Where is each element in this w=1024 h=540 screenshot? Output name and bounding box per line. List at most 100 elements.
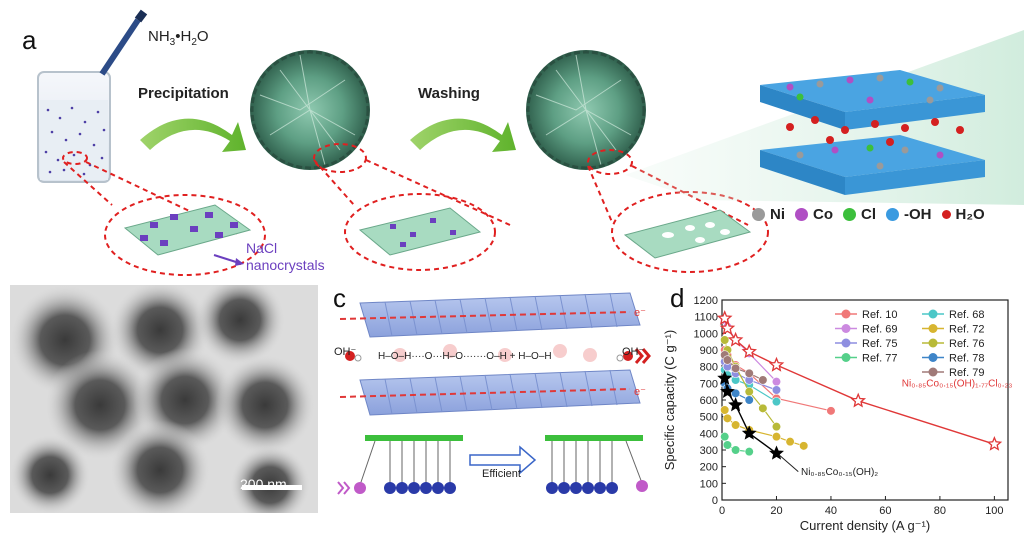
efficient-arrow [469, 445, 537, 475]
data-point [741, 343, 757, 359]
legend-h2o: H₂O [941, 206, 985, 223]
arrow-precipitation-icon [140, 118, 246, 152]
sheet-with-nacl-1 [123, 204, 252, 256]
legend-marker [928, 324, 938, 333]
arrow-washing-icon [410, 118, 516, 152]
legend-marker [928, 353, 938, 362]
reagent-label: NH3•H2O [148, 28, 209, 48]
y-tick-label: 1200 [694, 295, 718, 307]
flower-particle-1 [250, 50, 370, 170]
panel-c-illustration: H–O–H····O···H–O·······O–H + H–O–H [337, 292, 651, 495]
y-tick-label: 400 [700, 428, 718, 440]
data-point [758, 375, 768, 385]
zoom-circle-1 [104, 194, 266, 276]
legend-marker [841, 338, 851, 348]
data-point [722, 440, 733, 450]
flower-particle-2 [526, 50, 646, 170]
data-point [728, 397, 744, 412]
electron-top-label: e⁻ [634, 307, 646, 319]
data-point [850, 392, 867, 408]
panel-d-letter: d [670, 283, 685, 313]
data-point [986, 436, 1003, 451]
legend-label: Ref. 69 [862, 324, 897, 336]
y-tick-label: 1000 [694, 328, 718, 340]
panel-c-letter: c [333, 283, 346, 313]
svg-text:H–O–H····O···H–O·······O–H + H: H–O–H····O···H–O·······O–H + H–O–H [378, 351, 552, 362]
data-point [720, 383, 735, 398]
panel-a-letter: a [22, 25, 37, 55]
legend-oh: -OH [886, 206, 932, 223]
data-point [799, 441, 809, 451]
legend-label: Ref. 77 [862, 353, 897, 365]
data-point [744, 395, 754, 405]
legend-marker [841, 309, 851, 319]
efficient-label: Efficient [482, 468, 521, 480]
hydrogen-bond-network: H–O–H····O···H–O·······O–H + H–O–H [378, 344, 597, 362]
hydroxide-left-label: OH⁻ [334, 346, 357, 358]
data-point [720, 405, 730, 415]
data-point [717, 370, 733, 385]
sheet-with-nacl-2 [358, 207, 482, 256]
porous-sheet [623, 209, 752, 259]
data-point [720, 432, 730, 442]
data-point [771, 377, 782, 387]
data-point [722, 413, 733, 423]
legend-marker [928, 367, 938, 377]
scale-bar-label: 200 nm [240, 476, 287, 492]
data-point [771, 385, 782, 395]
y-tick-label: 100 [700, 478, 718, 490]
y-tick-label: 200 [700, 462, 718, 474]
y-tick-label: 1100 [694, 312, 718, 324]
data-point [744, 387, 754, 397]
data-point [785, 437, 795, 447]
data-point [731, 445, 741, 455]
data-point [744, 447, 754, 457]
x-axis-label: Current density (A g⁻¹) [800, 518, 930, 533]
panel-a-illustration [37, 9, 1024, 276]
beaker-icon [37, 71, 111, 183]
data-point [768, 356, 785, 372]
annotation-line [778, 454, 799, 473]
newton-cradle-right [545, 435, 648, 494]
data-point [731, 420, 741, 430]
oh-ion-right [616, 348, 651, 364]
data-point [771, 397, 782, 407]
layered-structure [760, 70, 985, 195]
x-tick-label: 80 [934, 505, 946, 517]
y-tick-label: 300 [700, 445, 718, 457]
tem-image [10, 285, 318, 513]
y-tick-label: 0 [712, 495, 718, 507]
legend-marker [841, 353, 851, 362]
legend-label: Ref. 75 [862, 338, 897, 350]
data-point [727, 331, 744, 347]
data-point [731, 363, 741, 373]
precipitation-label: Precipitation [138, 85, 229, 102]
y-tick-label: 800 [700, 362, 718, 374]
pipette-icon [99, 9, 148, 76]
x-tick-label: 20 [770, 505, 782, 517]
y-tick-label: 600 [700, 395, 718, 407]
x-tick-label: 100 [985, 505, 1003, 517]
legend-label: Ref. 76 [949, 338, 984, 350]
oh-ion-left [345, 351, 362, 362]
legend-marker [841, 324, 851, 333]
y-tick-label: 900 [700, 345, 718, 357]
legend-label: Ref. 68 [949, 309, 984, 321]
legend-cl: Cl [843, 206, 876, 223]
newton-cradle-left [337, 435, 463, 495]
legend-label: Ref. 72 [949, 324, 984, 336]
data-point [741, 425, 757, 440]
data-point [826, 406, 836, 416]
scale-bar [242, 485, 302, 490]
x-tick-label: 40 [825, 505, 837, 517]
series-annotation: Ni₀.₈₅Co₀.₁₅(OH)₂ [801, 467, 878, 478]
x-tick-label: 0 [719, 505, 725, 517]
data-point [744, 368, 754, 378]
zoom-circle-2 [344, 193, 496, 271]
series-annotation: Ni₀.₈₅Co₀.₁₅(OH)₁.₇₇Cl₀.₂₃ [902, 379, 1013, 390]
top-octahedral-layer [339, 292, 641, 338]
data-point [719, 320, 736, 335]
nacl-label: NaCl nanocrystals [246, 240, 325, 273]
legend-marker [928, 309, 938, 319]
legend-marker [928, 338, 938, 348]
